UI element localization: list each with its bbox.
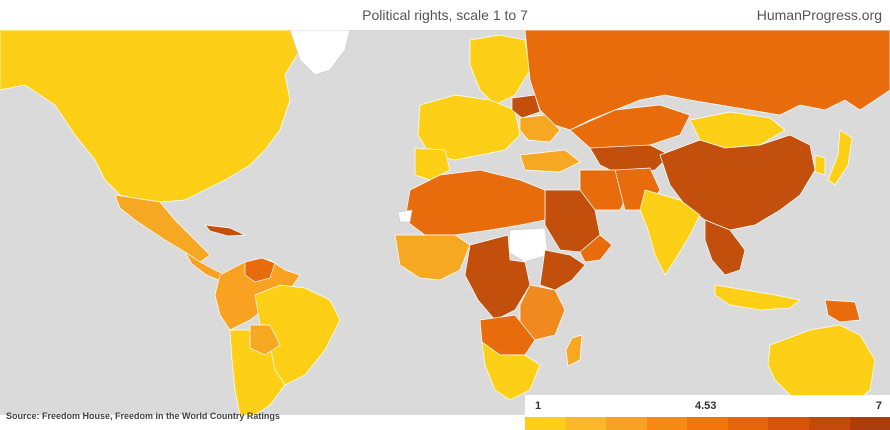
brand-link[interactable]: HumanProgress.org — [756, 7, 882, 23]
world-map[interactable] — [0, 30, 890, 415]
region-north-africa[interactable] — [404, 169, 546, 236]
region-central-africa[interactable] — [464, 234, 531, 321]
legend-min-label: 1 — [535, 400, 542, 412]
region-east-africa[interactable] — [519, 284, 566, 341]
region-venezuela[interactable] — [244, 257, 276, 283]
legend-swatch-5 — [687, 417, 728, 430]
region-bolivia[interactable] — [249, 324, 281, 356]
region-southern-africa[interactable] — [481, 341, 541, 401]
region-papua[interactable] — [824, 299, 861, 323]
region-madagascar[interactable] — [565, 334, 583, 367]
legend-swatch-3 — [606, 417, 647, 430]
region-greenland[interactable] — [289, 30, 351, 76]
legend-swatch-9 — [849, 417, 890, 430]
region-indonesia[interactable] — [714, 284, 801, 311]
region-horn-of-africa[interactable] — [539, 249, 586, 291]
region-scandinavia[interactable] — [469, 34, 531, 106]
region-north-america[interactable] — [0, 30, 301, 203]
legend-swatch-8 — [808, 417, 850, 430]
map-title: Political rights, scale 1 to 7 — [362, 7, 528, 23]
legend-max-label: 7 — [875, 400, 882, 412]
region-cuba[interactable] — [204, 224, 246, 237]
legend-swatch-2 — [565, 417, 607, 430]
region-western-sahara[interactable] — [397, 209, 413, 223]
region-korea[interactable] — [814, 154, 826, 176]
region-yemen-oman[interactable] — [579, 234, 613, 263]
source-note: Source: Freedom House, Freedom in the Wo… — [6, 411, 280, 421]
color-legend: 1 4.53 7 — [525, 395, 890, 430]
map-svg[interactable] — [0, 30, 890, 415]
legend-mid-label: 4.53 — [695, 400, 717, 412]
region-india[interactable] — [639, 189, 701, 276]
region-turkey[interactable] — [519, 149, 581, 173]
region-belarus[interactable] — [511, 94, 541, 119]
region-japan[interactable] — [827, 129, 853, 186]
region-west-africa[interactable] — [394, 234, 471, 281]
region-central-asia[interactable] — [589, 144, 671, 176]
map-header: Political rights, scale 1 to 7 HumanProg… — [0, 0, 890, 30]
region-mexico[interactable] — [114, 194, 211, 263]
region-sudan[interactable] — [507, 227, 549, 263]
legend-swatch-1 — [525, 417, 566, 430]
region-western-europe[interactable] — [417, 94, 521, 161]
legend-color-bar — [525, 417, 890, 430]
region-russia[interactable] — [524, 30, 890, 131]
legend-swatch-6 — [727, 417, 769, 430]
legend-swatch-4 — [646, 417, 688, 430]
region-southeast-asia[interactable] — [704, 219, 746, 276]
legend-swatch-7 — [768, 417, 809, 430]
